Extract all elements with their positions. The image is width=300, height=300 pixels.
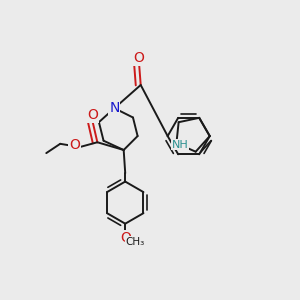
Text: N: N: [109, 101, 120, 115]
Text: CH₃: CH₃: [125, 237, 145, 247]
Text: O: O: [69, 138, 80, 152]
Text: NH: NH: [172, 140, 188, 150]
Text: O: O: [134, 51, 145, 65]
Text: O: O: [87, 108, 98, 122]
Text: O: O: [120, 231, 131, 244]
